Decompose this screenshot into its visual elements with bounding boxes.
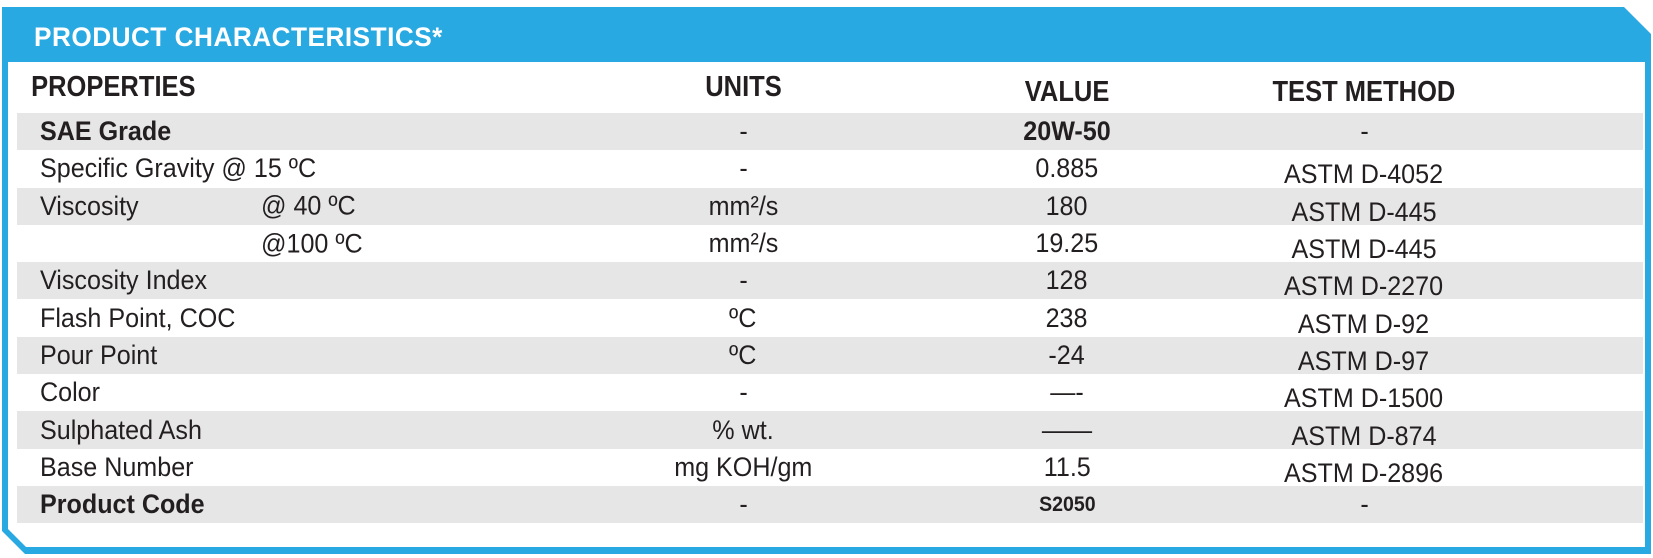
title-band: PRODUCT CHARACTERISTICS* xyxy=(8,13,1645,62)
table-row: Viscosity Index - 128 ASTM D-2270 xyxy=(17,262,1643,299)
table-row: Sulphated Ash % wt. —— ASTM D-874 xyxy=(17,411,1643,448)
property-name: Base Number xyxy=(40,451,194,482)
test-method-cell: ASTM D-874 xyxy=(1291,420,1437,451)
property-name: Color xyxy=(40,377,101,408)
value-cell: —- xyxy=(1050,377,1084,408)
property-cell: Pour Point xyxy=(17,337,567,374)
property-name: Specific Gravity @ 15 ºC xyxy=(40,153,317,184)
units-cell: - xyxy=(738,377,748,408)
units-cell: - xyxy=(738,489,748,520)
property-cell: Color xyxy=(17,374,567,411)
value-cell: 0.885 xyxy=(1035,153,1099,184)
card-title: PRODUCT CHARACTERISTICS* xyxy=(34,22,443,52)
units-cell: - xyxy=(738,265,748,296)
card-inner: PRODUCT CHARACTERISTICS* PROPERTIES UNIT… xyxy=(8,13,1645,547)
units-cell: - xyxy=(738,116,748,147)
table-row: Color - —- ASTM D-1500 xyxy=(17,374,1643,411)
test-method-cell: ASTM D-97 xyxy=(1298,345,1430,376)
property-cell: Base Number xyxy=(17,449,567,486)
table-row: Flash Point, COC ºC 238 ASTM D-92 xyxy=(17,299,1643,336)
property-name: Viscosity Index xyxy=(40,265,208,296)
property-cell: SAE Grade xyxy=(17,113,567,150)
value-cell: 19.25 xyxy=(1035,228,1099,259)
value-cell: -24 xyxy=(1048,339,1086,370)
property-cell: Product Code xyxy=(17,486,567,523)
property-cell: Specific Gravity @ 15 ºC xyxy=(17,150,567,187)
test-method-cell: ASTM D-445 xyxy=(1291,196,1437,227)
property-name: Flash Point, COC xyxy=(40,302,236,333)
table-header-row: PROPERTIES UNITS VALUE TEST METHOD xyxy=(17,62,1643,113)
property-name: Product Code xyxy=(40,489,205,520)
units-cell: mg KOH/gm xyxy=(673,451,813,482)
value-cell: —— xyxy=(1041,414,1093,445)
property-cell: Viscosity Index xyxy=(17,262,567,299)
property-cell: Viscosity @ 40 ºC xyxy=(17,188,567,225)
test-method-cell: ASTM D-1500 xyxy=(1284,383,1444,414)
value-cell: 180 xyxy=(1046,190,1088,221)
table-row: @100 ºC mm²/s 19.25 ASTM D-445 xyxy=(17,225,1643,262)
units-cell: - xyxy=(738,153,748,184)
units-cell: mm²/s xyxy=(708,228,778,259)
units-cell: % wt. xyxy=(712,414,774,445)
column-header-units: UNITS xyxy=(704,71,782,103)
property-cell: Sulphated Ash xyxy=(17,411,567,448)
column-header-properties: PROPERTIES xyxy=(31,71,196,103)
property-sub-label: @ 40 ºC xyxy=(261,190,356,221)
table-row: Viscosity @ 40 ºC mm²/s 180 ASTM D-445 xyxy=(17,188,1643,225)
table-row: Product Code - S2050 - xyxy=(17,486,1643,523)
units-cell: mm²/s xyxy=(708,190,778,221)
units-cell: ºC xyxy=(729,339,757,370)
property-sub-label: @100 ºC xyxy=(261,228,363,259)
characteristics-table: PROPERTIES UNITS VALUE TEST METHOD SAE G… xyxy=(17,62,1643,523)
value-cell: 11.5 xyxy=(1043,451,1091,482)
units-cell: ºC xyxy=(729,302,757,333)
column-header-test-method: TEST METHOD xyxy=(1272,76,1456,108)
property-name: Viscosity xyxy=(40,190,139,221)
value-cell: 128 xyxy=(1046,265,1088,296)
property-name: SAE Grade xyxy=(40,116,172,147)
test-method-cell: ASTM D-445 xyxy=(1291,234,1437,265)
test-method-cell: ASTM D-92 xyxy=(1298,308,1430,339)
test-method-cell: ASTM D-4052 xyxy=(1284,159,1444,190)
table-row: Specific Gravity @ 15 ºC - 0.885 ASTM D-… xyxy=(17,150,1643,187)
test-method-cell: - xyxy=(1359,116,1369,147)
value-cell: 20W-50 xyxy=(1023,116,1111,147)
property-name: Sulphated Ash xyxy=(40,414,202,445)
test-method-cell: ASTM D-2270 xyxy=(1284,271,1444,302)
property-cell: @100 ºC xyxy=(17,225,567,262)
property-name: Pour Point xyxy=(40,339,158,370)
table-body: SAE Grade - 20W-50 - Specific Gravity @ … xyxy=(17,113,1643,523)
product-characteristics-card: PRODUCT CHARACTERISTICS* PROPERTIES UNIT… xyxy=(2,7,1651,554)
column-header-value: VALUE xyxy=(1024,76,1110,108)
value-cell: S2050 xyxy=(1038,492,1096,516)
table-row: Pour Point ºC -24 ASTM D-97 xyxy=(17,337,1643,374)
table-row: Base Number mg KOH/gm 11.5 ASTM D-2896 xyxy=(17,449,1643,486)
value-cell: 238 xyxy=(1046,302,1088,333)
table-row: SAE Grade - 20W-50 - xyxy=(17,113,1643,150)
property-cell: Flash Point, COC xyxy=(17,299,567,336)
test-method-cell: - xyxy=(1359,489,1369,520)
test-method-cell: ASTM D-2896 xyxy=(1284,457,1444,488)
